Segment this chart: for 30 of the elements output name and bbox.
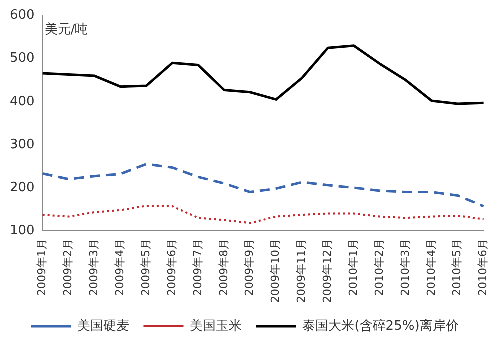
y-tick-label: 500: [10, 51, 35, 66]
y-tick-label: 200: [10, 180, 35, 196]
x-tick-label: 2009年7月: [191, 239, 204, 296]
x-tick-label: 2009年6月: [165, 239, 178, 296]
x-tick-label: 2009年9月: [243, 239, 256, 296]
x-tick-label: 2010年3月: [398, 239, 412, 296]
x-tick-label: 2009年11月: [295, 239, 308, 304]
legend-label: 美国玉米: [190, 318, 242, 334]
y-axis-title: 美元/吨: [44, 22, 88, 38]
x-tick-label: 2009年8月: [217, 239, 230, 296]
x-tick-label: 2009年10月: [269, 239, 282, 304]
x-tick-label: 2009年12月: [321, 239, 334, 304]
y-tick-label: 400: [10, 94, 35, 110]
legend-label: 美国硬麦: [78, 318, 130, 334]
x-tick-label: 2009年2月: [62, 239, 75, 296]
x-tick-label: 2010年6月: [476, 239, 490, 296]
x-tick-label: 2010年2月: [372, 239, 386, 296]
y-tick-label: 300: [10, 137, 35, 152]
legend-label: 泰国大米(含碎25%)离岸价: [302, 318, 459, 334]
line-series: [42, 163, 486, 208]
x-tick-label: 2010年1月: [346, 239, 360, 296]
x-tick-label: 2009年3月: [88, 239, 101, 296]
x-tick-label: 2009年1月: [36, 239, 49, 296]
line-series: [42, 205, 485, 224]
x-tick-label: 2009年5月: [139, 239, 152, 296]
y-tick-label: 600: [10, 8, 35, 24]
x-tick-label: 2009年4月: [113, 239, 126, 296]
x-tick-label: 2010年5月: [450, 239, 464, 296]
y-tick-label: 100: [10, 223, 35, 238]
x-tick-label: 2010年4月: [424, 239, 438, 296]
